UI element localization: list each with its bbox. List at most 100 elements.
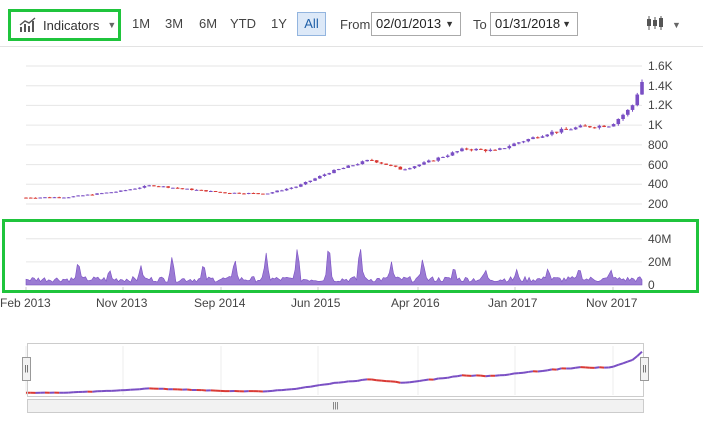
candle-body — [588, 126, 592, 128]
navigator-scrollbar[interactable]: ||| — [27, 399, 644, 413]
candle-body — [171, 187, 175, 189]
indicators-label: Indicators — [43, 17, 100, 33]
candle-body — [284, 188, 289, 191]
range-button-6m[interactable]: 6M — [198, 16, 218, 31]
navigator-segment — [357, 378, 363, 382]
navigator-segment — [575, 366, 581, 369]
candle-body — [66, 197, 71, 199]
navigator-segment — [409, 380, 415, 384]
navigator-segment — [547, 368, 553, 372]
from-date-input[interactable]: 02/01/2013 ▼ — [371, 12, 461, 36]
candle-body — [389, 164, 393, 166]
candle-body — [336, 169, 341, 171]
candle-body — [156, 186, 161, 188]
price-tick-label: 200 — [648, 197, 669, 211]
candle-body — [71, 196, 76, 198]
candle-body — [355, 164, 360, 166]
candle-body — [218, 191, 223, 193]
candle-body — [450, 152, 455, 156]
candle-body — [166, 186, 170, 188]
range-button-3m[interactable]: 3M — [164, 16, 184, 31]
candle-body — [47, 197, 52, 199]
candle-body — [521, 141, 526, 143]
candle-body — [303, 181, 308, 185]
candle-body — [578, 125, 583, 128]
candle-body — [417, 164, 422, 167]
navigator-segment — [433, 377, 439, 381]
navigator-segment — [627, 358, 633, 363]
to-date-input[interactable]: 01/31/2018 ▼ — [490, 12, 578, 36]
candle-body — [299, 184, 303, 187]
navigator-segment — [329, 381, 335, 386]
candle-body — [242, 193, 246, 195]
volume-tick-label: 0 — [648, 278, 655, 292]
candle-body — [374, 160, 379, 163]
candle-body — [526, 139, 531, 142]
candle-body — [517, 142, 521, 144]
navigator-segment — [537, 369, 543, 373]
x-tick-label: Apr 2016 — [391, 296, 440, 310]
candle-body — [531, 137, 535, 140]
candle-body — [251, 192, 256, 194]
candle-body — [507, 146, 512, 149]
candle-body — [90, 194, 95, 196]
range-button-1y[interactable]: 1Y — [271, 16, 287, 31]
navigator-segment — [414, 380, 420, 383]
navigator-segment — [281, 388, 287, 392]
navigator-segment — [139, 387, 145, 391]
candle-body — [133, 188, 137, 190]
navigator-segment — [608, 365, 614, 369]
candle-body — [265, 193, 270, 195]
candle-body — [535, 137, 540, 139]
chart-type-button[interactable]: ▼ — [646, 15, 686, 35]
navigator-right-handle[interactable]: || — [640, 357, 649, 381]
indicators-button[interactable]: Indicators ▼ — [8, 9, 121, 41]
price-tick-label: 1.4K — [648, 78, 673, 93]
candle-body — [393, 165, 398, 167]
navigator-window[interactable] — [27, 343, 644, 397]
candle-body — [607, 126, 611, 128]
candle-body — [564, 128, 568, 130]
candle-body — [237, 192, 242, 194]
candle-body — [422, 162, 426, 165]
candle-body — [199, 189, 204, 191]
chevron-down-icon: ▼ — [107, 20, 117, 30]
navigator-segment — [310, 384, 316, 388]
candle-body — [28, 197, 33, 199]
navigator-segment — [300, 386, 306, 390]
price-gridlines — [26, 65, 642, 205]
chevron-down-icon: ▼ — [445, 19, 454, 29]
navigator-segment — [631, 355, 638, 361]
navigator-left-handle[interactable]: || — [22, 357, 31, 381]
navigator-segment — [395, 380, 401, 384]
navigator-segment — [419, 379, 425, 382]
navigator-segment — [371, 378, 377, 382]
range-button-ytd[interactable]: YTD — [230, 16, 256, 31]
candle-body — [512, 143, 516, 147]
candle-body — [398, 166, 403, 170]
navigator-segment — [504, 373, 510, 377]
navigator-segment — [423, 378, 429, 382]
candle-body — [474, 148, 478, 151]
x-tick-label: Nov 2013 — [96, 296, 148, 310]
candle-body — [464, 148, 469, 150]
x-tick-label: Feb 2013 — [0, 296, 51, 310]
price-tick-label: 400 — [648, 177, 669, 192]
range-button-1m[interactable]: 1M — [131, 16, 151, 31]
range-button-all[interactable]: All — [297, 12, 326, 36]
candle-body — [408, 168, 412, 170]
candle-body — [540, 136, 545, 138]
candle-body — [498, 148, 502, 150]
navigator-segment — [457, 374, 463, 378]
candle-body — [592, 127, 597, 129]
candle-body — [455, 151, 459, 153]
candle-body — [175, 187, 180, 189]
candle-body — [261, 193, 265, 195]
candle-body — [621, 114, 625, 119]
candle-body — [327, 173, 332, 175]
navigator-segment — [163, 387, 169, 391]
navigator[interactable]: || || ||| — [22, 343, 649, 415]
candle-body — [270, 192, 275, 194]
navigator-segment — [613, 363, 619, 368]
